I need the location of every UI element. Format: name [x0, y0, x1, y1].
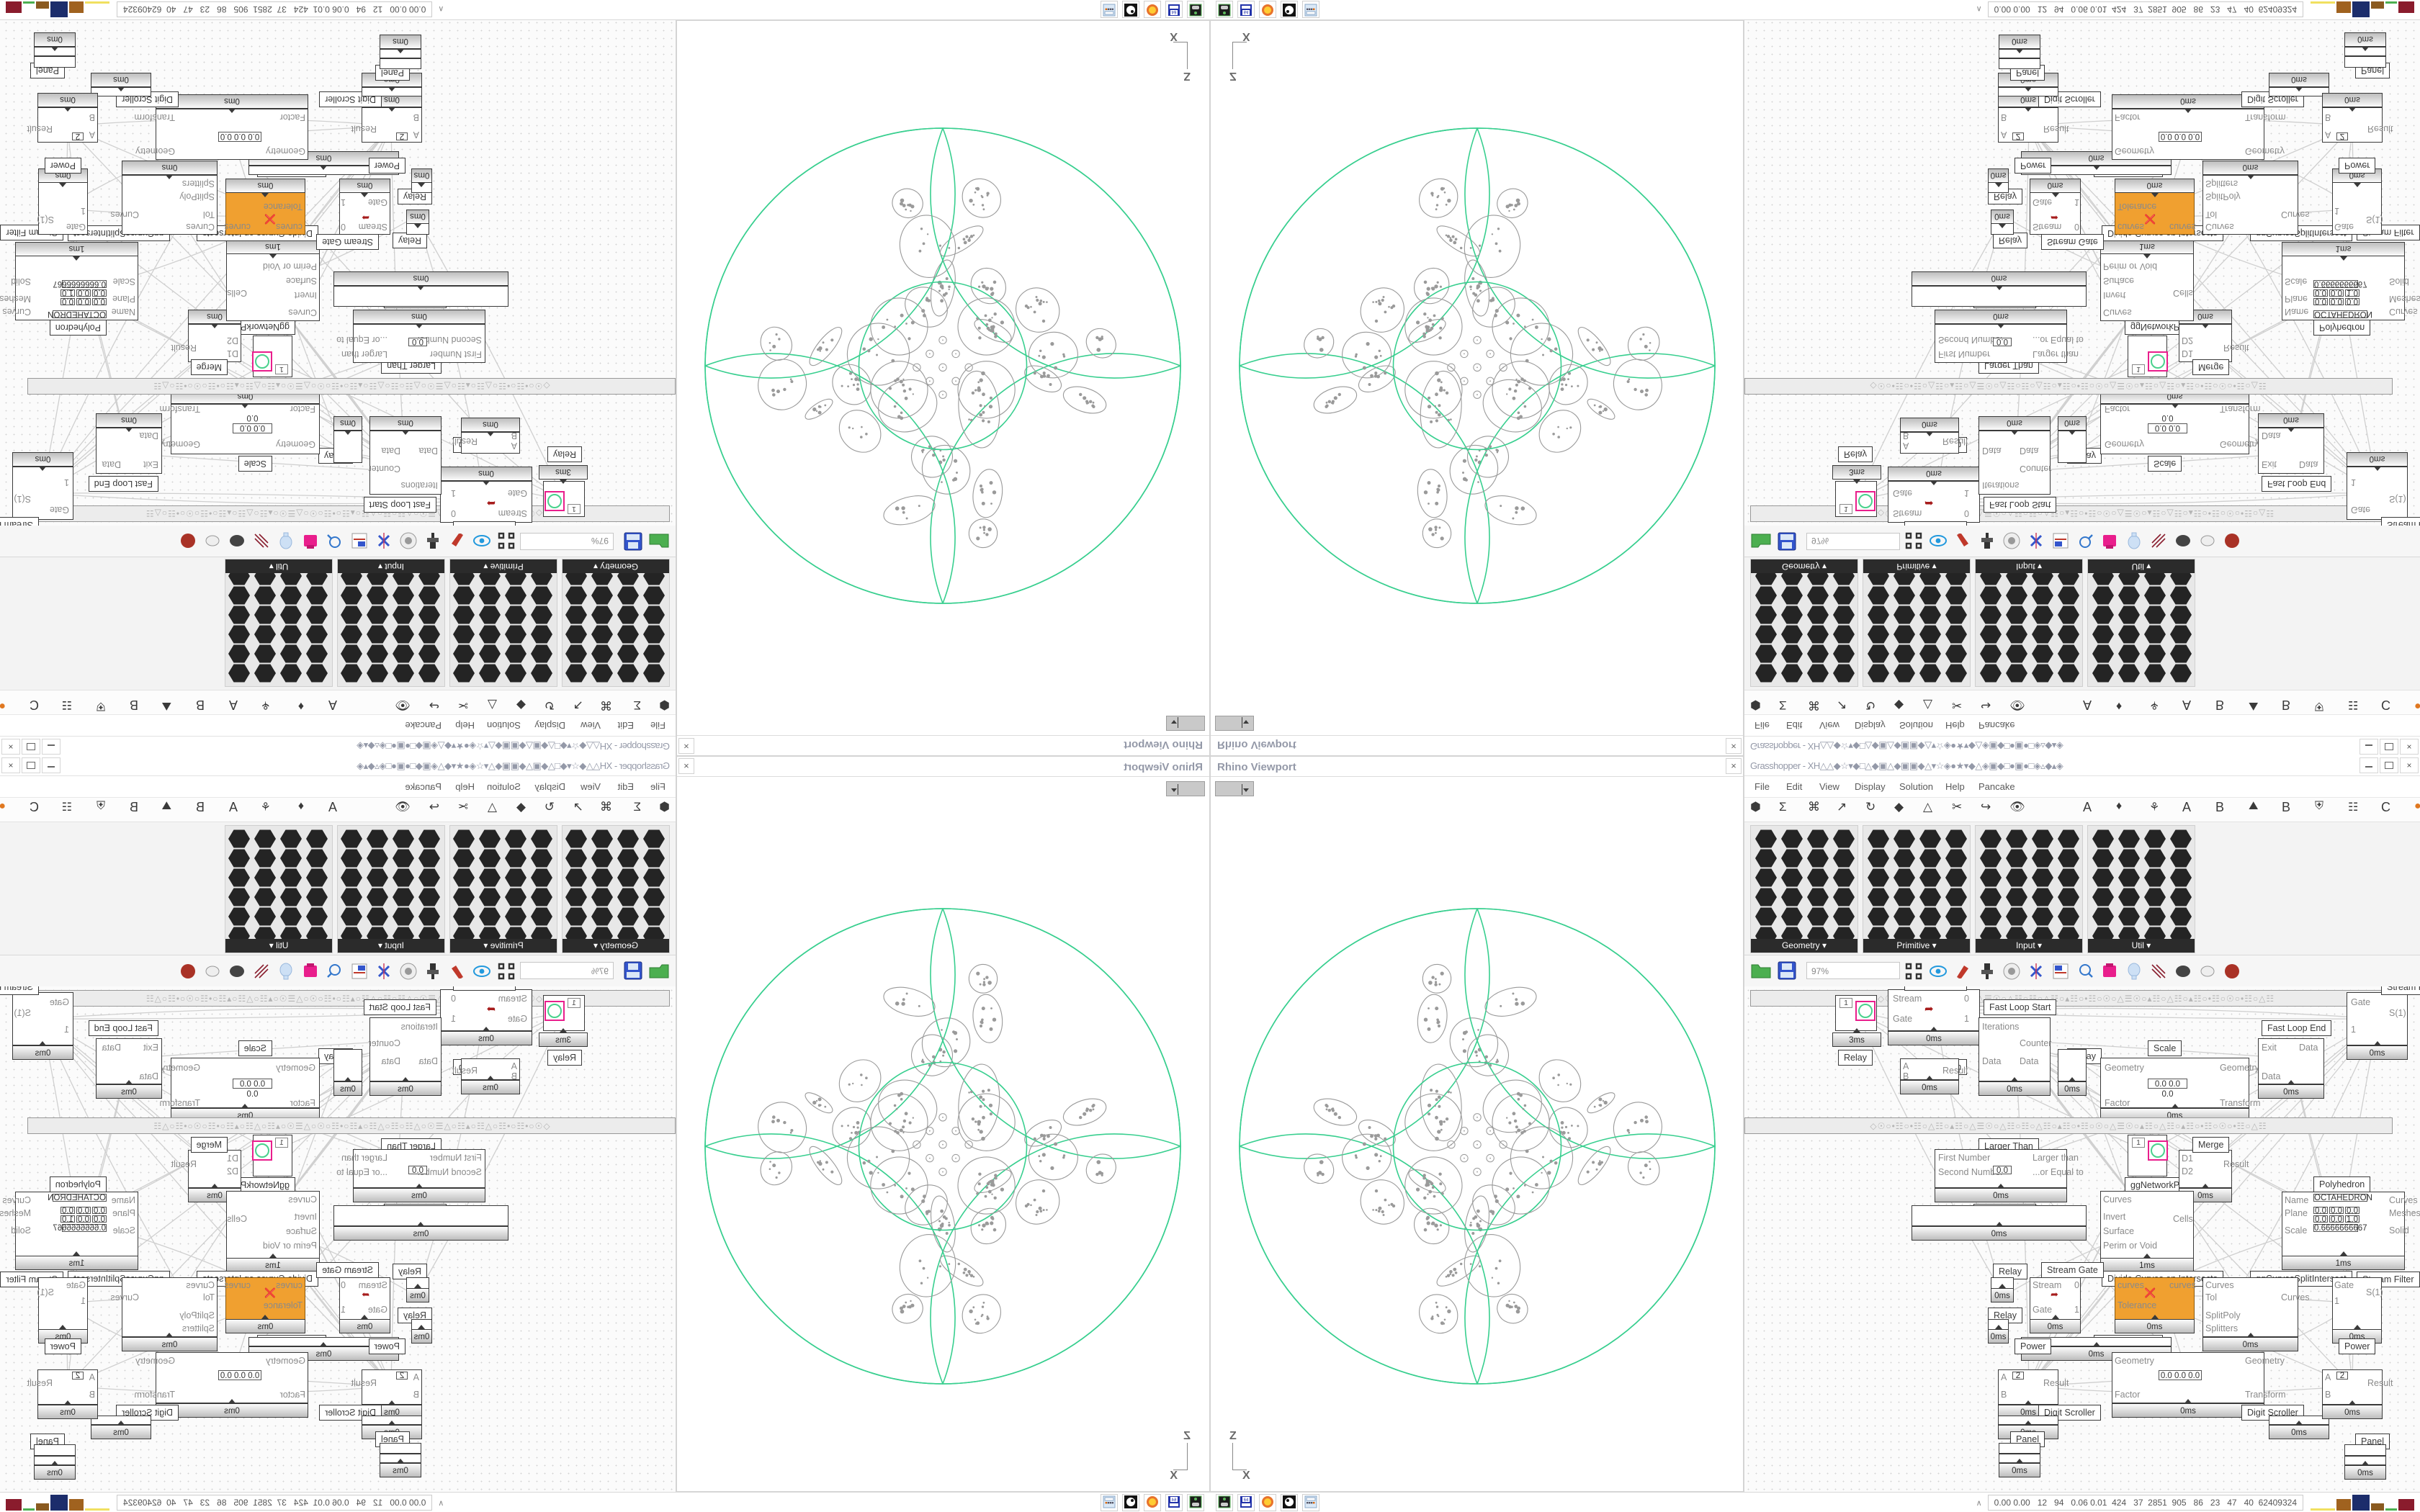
- svg-text:64: 64: [1244, 1498, 1249, 1503]
- svg-text:64: 64: [1171, 9, 1176, 14]
- svg-text:64: 64: [1171, 1498, 1176, 1503]
- svg-text:64: 64: [1244, 9, 1249, 14]
